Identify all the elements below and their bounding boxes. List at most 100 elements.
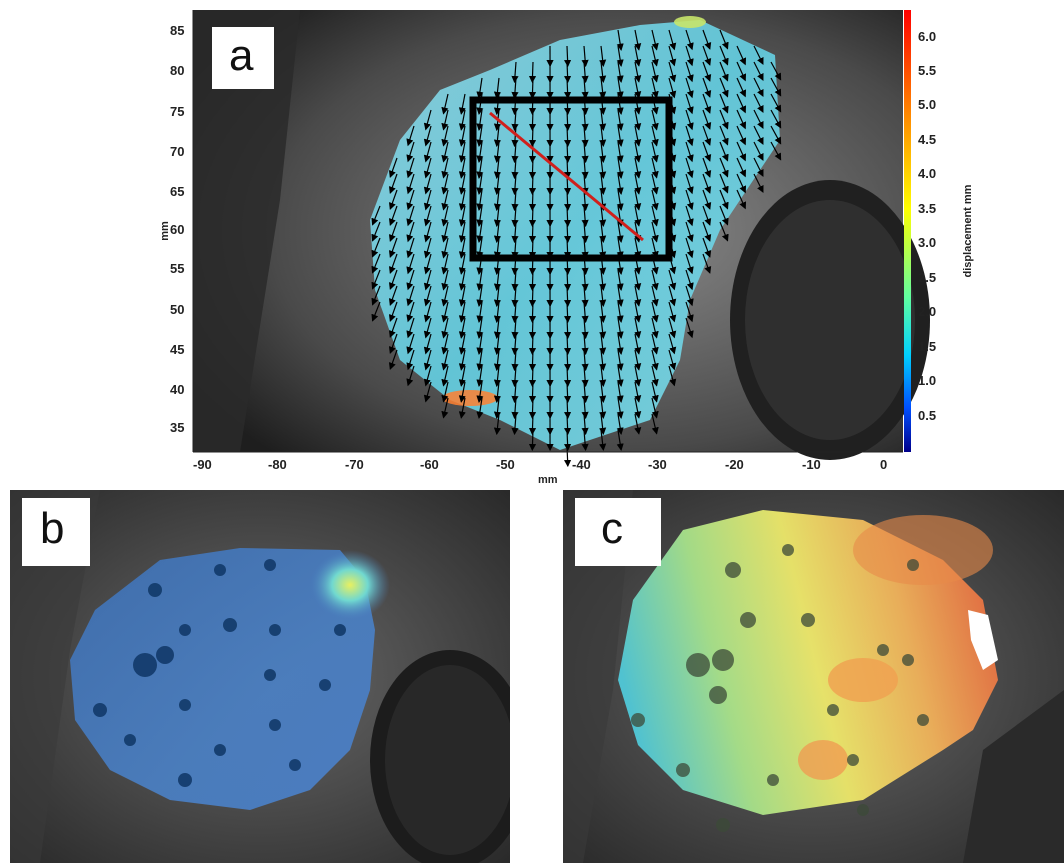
vector-arrow (753, 61, 764, 81)
panel-b-image (10, 490, 510, 863)
vector-arrow (493, 333, 502, 356)
vector-arrow (511, 141, 519, 164)
vector-arrow (458, 237, 466, 259)
vector-arrow (563, 157, 572, 180)
vector-arrow (458, 109, 466, 131)
vector-arrow (476, 205, 484, 227)
vector-arrow (685, 221, 694, 243)
vector-arrow (770, 61, 782, 81)
vector-arrow (441, 333, 449, 355)
vector-arrow (616, 301, 624, 323)
vector-arrow (616, 413, 624, 435)
vector-arrow (563, 189, 572, 212)
vector-arrow (423, 381, 432, 403)
x-tick: 0 (880, 457, 888, 472)
vector-arrow (634, 349, 642, 371)
y-tick: 85 (170, 23, 185, 38)
vector-arrow (685, 189, 694, 211)
colorbar-tick: 3.0 (918, 235, 937, 250)
vector-arrow (458, 205, 466, 227)
vector-arrow (388, 189, 398, 210)
vector-arrow (476, 141, 484, 163)
vector-arrow (511, 221, 519, 244)
vector-arrow (493, 77, 502, 100)
vector-arrow (563, 141, 572, 164)
vector-arrow (599, 109, 607, 132)
vector-arrow (511, 269, 519, 292)
vector-arrow (441, 157, 449, 179)
vector-arrow (563, 125, 572, 148)
vector-arrow (493, 285, 502, 308)
x-tick: -60 (420, 457, 439, 472)
vector-arrow (685, 77, 694, 99)
vector-arrow (476, 221, 484, 243)
vector-arrow (476, 173, 484, 195)
vector-arrow (581, 333, 589, 356)
vector-arrow (441, 365, 449, 387)
vector-arrow (753, 45, 764, 65)
vector-arrow (458, 269, 466, 291)
vector-arrow (599, 413, 607, 436)
vector-arrow (476, 365, 484, 387)
vector-arrow (406, 269, 415, 291)
vector-arrow (685, 125, 694, 147)
y-tick: 40 (170, 382, 185, 397)
vector-arrow (441, 109, 449, 131)
vector-arrow (634, 317, 642, 339)
vector-arrow (563, 77, 572, 100)
vector-arrow (581, 77, 589, 100)
vector-arrow (563, 269, 572, 292)
vector-arrow (493, 221, 502, 244)
vector-arrow (616, 333, 624, 355)
vector-arrow (685, 61, 694, 83)
vector-arrow (441, 397, 449, 419)
vector-arrow (719, 157, 729, 178)
colorbar-tick: 2.0 (918, 304, 937, 319)
displacement-vectors (371, 29, 782, 468)
vector-arrow (685, 141, 694, 163)
vector-arrow (685, 269, 694, 291)
vector-arrow (685, 173, 694, 195)
vector-arrow (423, 285, 432, 307)
vector-arrow (423, 205, 432, 227)
vector-arrow (702, 125, 712, 146)
x-tick: -80 (268, 457, 287, 472)
vector-arrow (702, 157, 712, 178)
vector-arrow (616, 429, 624, 451)
vector-arrow (493, 413, 502, 436)
vector-arrow (599, 269, 607, 292)
vector-arrow (719, 109, 729, 130)
vector-arrow (563, 333, 572, 356)
vector-arrow (581, 61, 589, 84)
vector-arrow (371, 237, 381, 258)
vector-arrow (599, 157, 607, 180)
vector-arrow (563, 301, 572, 324)
vector-arrow (599, 45, 607, 68)
vector-arrow (599, 397, 607, 420)
vector-arrow (406, 141, 415, 163)
vector-arrow (651, 365, 659, 387)
vector-arrow (476, 285, 484, 307)
vector-arrow (719, 173, 729, 194)
vector-arrow (634, 301, 642, 323)
vector-arrow (770, 93, 782, 113)
vector-arrow (511, 365, 519, 388)
vector-arrow (458, 365, 466, 387)
vector-arrow (599, 141, 607, 164)
vector-arrow (511, 397, 519, 420)
vector-arrow (493, 141, 502, 164)
vector-arrow (651, 173, 659, 195)
vector-arrow (685, 285, 694, 307)
vector-arrow (581, 413, 589, 436)
vector-arrow (634, 141, 642, 163)
vector-arrow (476, 269, 484, 291)
vector-arrow (581, 365, 589, 388)
vector-arrow (511, 157, 519, 180)
vector-arrow (685, 29, 694, 51)
vector-arrow (616, 61, 624, 83)
vector-arrow (651, 157, 659, 179)
vector-arrow (493, 317, 502, 340)
vector-arrow (476, 317, 484, 339)
vector-arrow (599, 301, 607, 324)
vector-arrow (563, 317, 572, 340)
